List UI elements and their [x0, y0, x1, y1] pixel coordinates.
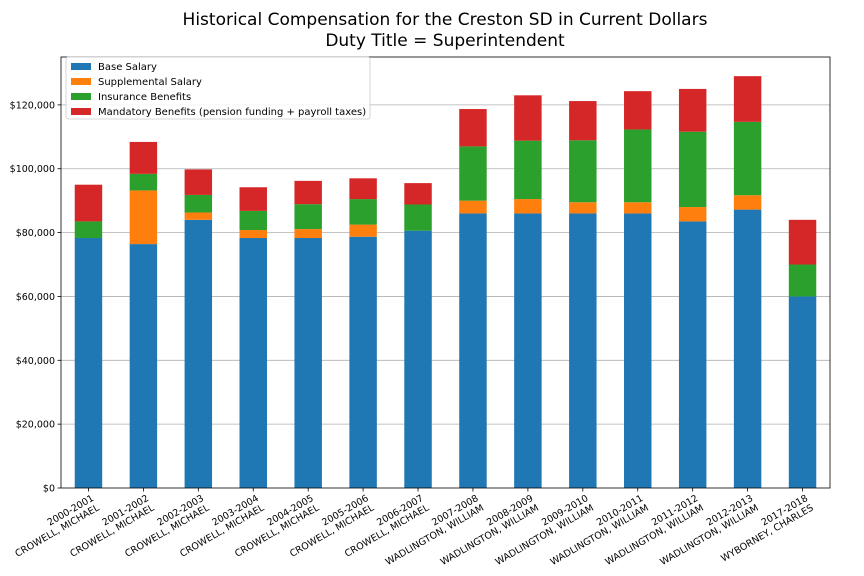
bar-segment [569, 202, 597, 214]
bar-segment [514, 213, 542, 488]
legend-swatch [71, 93, 91, 100]
bar-segment [459, 109, 487, 147]
bar-segment [678, 221, 707, 488]
bar-segment [569, 140, 597, 203]
bar-segment [239, 210, 267, 231]
bar-segment [569, 101, 597, 141]
bar-segment [74, 221, 103, 239]
bar-segment [788, 264, 817, 297]
bar-segment [624, 91, 652, 130]
bar-segment [184, 219, 213, 489]
legend-swatch [71, 108, 91, 115]
bar-segment [514, 199, 542, 214]
chart-title: Historical Compensation for the Creston … [183, 10, 708, 30]
bar-segment [678, 207, 707, 222]
legend-swatch [71, 63, 91, 70]
legend-label: Supplemental Salary [98, 77, 202, 88]
y-tick-label: $0 [43, 484, 55, 495]
bar-segment [404, 183, 432, 205]
bar-segment [514, 140, 542, 200]
bar-segment [678, 131, 707, 208]
legend-label: Mandatory Benefits (pension funding + pa… [98, 107, 366, 118]
bar-segment [624, 129, 652, 203]
bar-segment [459, 200, 487, 214]
bar-segment [129, 244, 158, 488]
bar-segment [733, 76, 762, 122]
bar-segment [624, 202, 652, 214]
y-tick-label: $100,000 [10, 164, 55, 175]
bar-segment [733, 195, 762, 210]
bar-segment [733, 121, 762, 196]
bar-segment [239, 230, 267, 239]
bar-segment [349, 224, 377, 237]
plot-frame [60, 56, 831, 489]
legend-label: Base Salary [98, 62, 157, 73]
bar-segment [733, 209, 762, 488]
bar-segment [129, 141, 158, 174]
bar-segment [294, 229, 322, 239]
y-axis: $0 $20,000 $40,000 $60,000 $80,000 $100,000 $1… [10, 100, 61, 495]
legend: Base Salary Supplemental Salary Insurance … [65, 56, 371, 120]
bar-segment [184, 194, 213, 213]
bar-segment [294, 238, 322, 488]
y-tick-label: $20,000 [16, 420, 55, 431]
bar-segment [459, 146, 487, 201]
bar-segment [294, 204, 322, 230]
y-tick-label: $80,000 [16, 228, 55, 239]
legend-swatch [71, 78, 91, 85]
y-tick-label: $120,000 [10, 100, 55, 111]
bar-segment [239, 238, 267, 488]
bar-segment [184, 169, 213, 195]
bar-segment [349, 236, 377, 488]
y-tick-label: $60,000 [16, 292, 55, 303]
legend-box [65, 56, 371, 120]
bar-segment [129, 190, 158, 245]
chart-subtitle: Duty Title = Superintendent [325, 31, 565, 51]
bar-segment [569, 213, 597, 488]
legend-label: Insurance Benefits [98, 92, 191, 103]
bar-segment [349, 178, 377, 200]
bars [74, 76, 817, 489]
bar-segment [404, 204, 432, 231]
bar-segment [349, 199, 377, 225]
bar-segment [74, 238, 103, 488]
bar-segment [459, 213, 487, 488]
y-tick-label: $40,000 [16, 356, 55, 367]
bar-segment [624, 213, 652, 488]
bar-segment [239, 187, 267, 211]
bar-segment [184, 212, 213, 220]
bar-segment [788, 296, 817, 488]
gridlines [61, 104, 830, 425]
bar-segment [129, 173, 158, 191]
bar-segment [294, 180, 322, 205]
bar-segment [514, 95, 542, 141]
bar-segment [404, 230, 432, 488]
bar-segment [74, 184, 103, 222]
bar-segment [678, 88, 707, 132]
bar-segment [788, 219, 817, 265]
